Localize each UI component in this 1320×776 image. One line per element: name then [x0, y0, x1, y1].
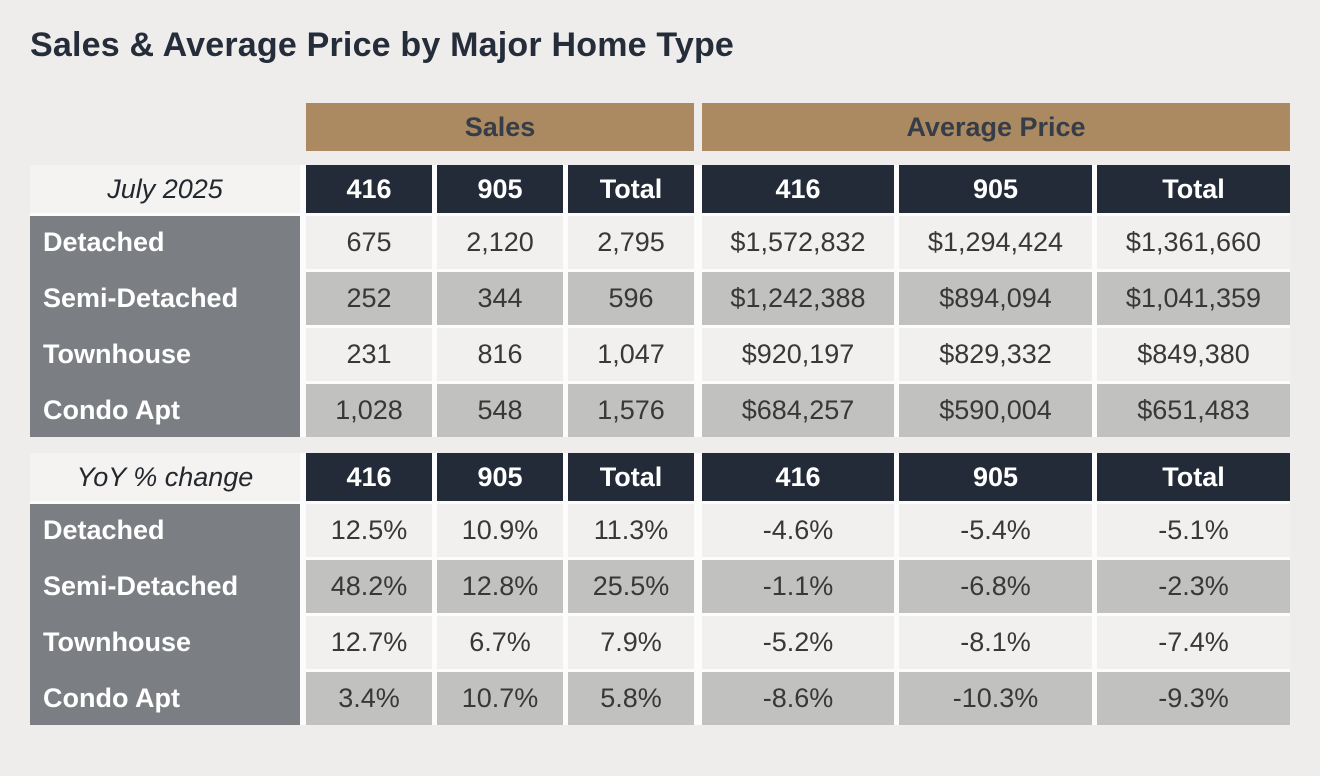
table-body: Detached Semi-Detached Townhouse Condo A…: [30, 216, 1290, 438]
data-cell: 7.9%: [568, 616, 694, 670]
data-cell: 11.3%: [568, 504, 694, 558]
data-cell: -5.1%: [1097, 504, 1290, 558]
row-label-column: Detached Semi-Detached Townhouse Condo A…: [30, 504, 300, 726]
table-row: 675 2,120 2,795 $1,572,832 $1,294,424 $1…: [300, 216, 1290, 270]
data-cell: $920,197: [702, 328, 894, 382]
data-cell: $894,094: [899, 272, 1092, 326]
group-header-row: Sales Average Price: [30, 103, 1290, 152]
data-cell: 6.7%: [437, 616, 563, 670]
data-cell: -2.3%: [1097, 560, 1290, 614]
data-cell: -5.2%: [702, 616, 894, 670]
data-cell: 548: [437, 384, 563, 438]
data-cell: $684,257: [702, 384, 894, 438]
data-cell: $849,380: [1097, 328, 1290, 382]
column-header-price-416: 416: [702, 453, 894, 502]
column-header-price-total: Total: [1097, 453, 1290, 502]
data-cell: $1,041,359: [1097, 272, 1290, 326]
column-header-price-905: 905: [899, 165, 1092, 214]
row-label-condo-apt: Condo Apt: [43, 683, 180, 714]
data-cell: -5.4%: [899, 504, 1092, 558]
table-row: 231 816 1,047 $920,197 $829,332 $849,380: [300, 328, 1290, 382]
data-rows: 675 2,120 2,795 $1,572,832 $1,294,424 $1…: [300, 216, 1290, 438]
average-price-group-header: Average Price: [702, 103, 1290, 152]
data-cell: 816: [437, 328, 563, 382]
data-cell: 3.4%: [306, 672, 432, 726]
group-header-spacer: [30, 103, 306, 151]
data-cell: $651,483: [1097, 384, 1290, 438]
table-row: 12.7% 6.7% 7.9% -5.2% -8.1% -7.4%: [300, 616, 1290, 670]
data-cell: 25.5%: [568, 560, 694, 614]
table-row: 3.4% 10.7% 5.8% -8.6% -10.3% -9.3%: [300, 672, 1290, 726]
data-cell: 1,576: [568, 384, 694, 438]
column-header-sales-total: Total: [568, 453, 694, 502]
period-label: July 2025: [30, 165, 300, 214]
page-title: Sales & Average Price by Major Home Type: [30, 26, 735, 64]
data-cell: -6.8%: [899, 560, 1092, 614]
data-cell: -8.6%: [702, 672, 894, 726]
data-cell: 344: [437, 272, 563, 326]
column-header-sales-905: 905: [437, 453, 563, 502]
column-header-price-905: 905: [899, 453, 1092, 502]
column-header-price-416: 416: [702, 165, 894, 214]
data-cell: $1,572,832: [702, 216, 894, 270]
column-header-sales-416: 416: [306, 453, 432, 502]
data-cell: 2,795: [568, 216, 694, 270]
data-cell: 10.9%: [437, 504, 563, 558]
data-cell: -1.1%: [702, 560, 894, 614]
table-header-row: July 2025 416 905 Total 416 905 Total: [30, 165, 1290, 214]
table-yoy-change: YoY % change 416 905 Total 416 905 Total…: [30, 453, 1290, 726]
column-header-price-total: Total: [1097, 165, 1290, 214]
data-cell: $590,004: [899, 384, 1092, 438]
table-row: 1,028 548 1,576 $684,257 $590,004 $651,4…: [300, 384, 1290, 438]
column-header-sales-416: 416: [306, 165, 432, 214]
row-label-detached: Detached: [43, 227, 165, 258]
data-cell: -9.3%: [1097, 672, 1290, 726]
data-cell: $1,294,424: [899, 216, 1092, 270]
data-cell: -4.6%: [702, 504, 894, 558]
table-row: 48.2% 12.8% 25.5% -1.1% -6.8% -2.3%: [300, 560, 1290, 614]
data-cell: $1,242,388: [702, 272, 894, 326]
table-header-row: YoY % change 416 905 Total 416 905 Total: [30, 453, 1290, 502]
table-body: Detached Semi-Detached Townhouse Condo A…: [30, 504, 1290, 726]
row-label-detached: Detached: [43, 515, 165, 546]
data-cell: 596: [568, 272, 694, 326]
data-cell: 12.5%: [306, 504, 432, 558]
row-label-townhouse: Townhouse: [43, 627, 191, 658]
table-row: 12.5% 10.9% 11.3% -4.6% -5.4% -5.1%: [300, 504, 1290, 558]
column-header-sales-total: Total: [568, 165, 694, 214]
table-current-month: July 2025 416 905 Total 416 905 Total De…: [30, 165, 1290, 438]
data-cell: 12.8%: [437, 560, 563, 614]
table-row: 252 344 596 $1,242,388 $894,094 $1,041,3…: [300, 272, 1290, 326]
data-cell: 1,028: [306, 384, 432, 438]
data-cell: 231: [306, 328, 432, 382]
data-cell: $829,332: [899, 328, 1092, 382]
yoy-label: YoY % change: [30, 453, 300, 502]
data-cell: $1,361,660: [1097, 216, 1290, 270]
data-cell: -8.1%: [899, 616, 1092, 670]
row-label-semi-detached: Semi-Detached: [43, 283, 239, 314]
data-cell: -7.4%: [1097, 616, 1290, 670]
data-cell: 2,120: [437, 216, 563, 270]
data-cell: 252: [306, 272, 432, 326]
row-label-townhouse: Townhouse: [43, 339, 191, 370]
row-label-condo-apt: Condo Apt: [43, 395, 180, 426]
data-cell: 5.8%: [568, 672, 694, 726]
data-cell: 48.2%: [306, 560, 432, 614]
data-cell: 12.7%: [306, 616, 432, 670]
column-header-sales-905: 905: [437, 165, 563, 214]
data-cell: 675: [306, 216, 432, 270]
report-sheet: Sales & Average Price by Major Home Type…: [30, 26, 1290, 726]
data-cell: 10.7%: [437, 672, 563, 726]
sales-group-header: Sales: [306, 103, 694, 152]
row-label-column: Detached Semi-Detached Townhouse Condo A…: [30, 216, 300, 438]
data-cell: 1,047: [568, 328, 694, 382]
data-rows: 12.5% 10.9% 11.3% -4.6% -5.4% -5.1% 48.2…: [300, 504, 1290, 726]
data-cell: -10.3%: [899, 672, 1092, 726]
row-label-semi-detached: Semi-Detached: [43, 571, 239, 602]
